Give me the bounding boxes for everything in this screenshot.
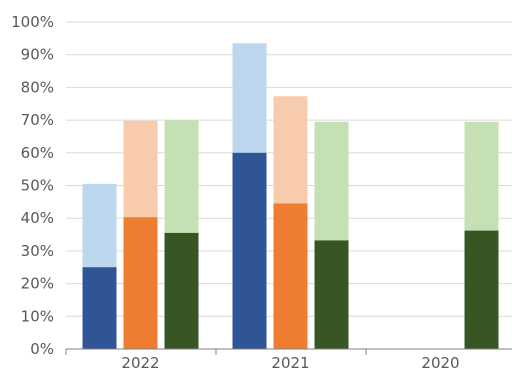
x-category-label: 2021	[271, 354, 309, 372]
y-tick-label: 70%	[21, 111, 54, 129]
y-tick-label: 20%	[21, 275, 54, 293]
bar-lower	[315, 240, 349, 349]
bar-lower	[124, 217, 158, 349]
bar-lower	[165, 233, 199, 349]
y-tick-label: 40%	[21, 209, 54, 227]
y-axis-ticks: 0% 10% 20% 30% 40% 50% 60% 70% 80% 90% 100%	[11, 13, 54, 358]
bars	[83, 43, 499, 349]
bar-lower	[83, 267, 117, 349]
y-tick-label: 0%	[30, 340, 54, 358]
bar-lower	[233, 153, 267, 349]
y-tick-label: 100%	[11, 13, 54, 31]
y-tick-label: 90%	[21, 46, 54, 64]
bar-lower	[465, 231, 499, 349]
y-tick-label: 80%	[21, 78, 54, 96]
y-tick-label: 10%	[21, 307, 54, 325]
x-axis-categories: 2022 2021 2020	[121, 354, 459, 372]
y-tick-label: 50%	[21, 177, 54, 195]
x-category-label: 2022	[121, 354, 159, 372]
x-category-label: 2020	[421, 354, 459, 372]
y-tick-label: 30%	[21, 242, 54, 260]
y-tick-label: 60%	[21, 144, 54, 162]
bar-lower	[274, 203, 308, 349]
